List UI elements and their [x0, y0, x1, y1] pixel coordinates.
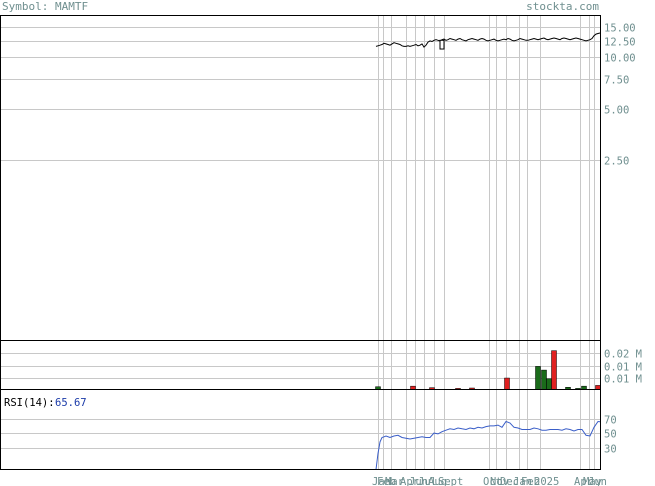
- x-tick-label: Jan: [372, 476, 391, 486]
- x-tick-label: Oct: [483, 476, 502, 486]
- x-tick-label: Mar: [385, 476, 404, 486]
- rsi-frame: [0, 389, 601, 470]
- x-tick-label: Sept: [438, 476, 463, 486]
- rsi-current-value: 65.67: [55, 397, 87, 409]
- site-name[interactable]: stockta.com: [526, 0, 599, 13]
- x-tick-label: Jan: [513, 476, 532, 486]
- rsi-tick-label: 50: [604, 429, 617, 441]
- price-tick-label: 7.50: [604, 75, 629, 87]
- x-tick-label: Jul: [418, 476, 437, 486]
- rsi-series-line: [375, 420, 601, 470]
- volume-bar: [504, 377, 510, 390]
- price-series-line: [375, 32, 601, 48]
- x-tick-label: 2025: [534, 476, 559, 486]
- price-candle: [439, 39, 445, 50]
- volume-bar: [535, 366, 541, 390]
- x-tick-label: Aug: [428, 476, 447, 486]
- volume-panel: [375, 350, 601, 390]
- price-tick-label: 10.00: [604, 53, 636, 65]
- symbol-label: Symbol: MAMTF: [2, 0, 89, 13]
- x-tick-label: Nov: [490, 476, 509, 486]
- x-tick-label: Apr: [574, 476, 593, 486]
- rsi-tick-label: 70: [604, 415, 617, 427]
- price-tick-label: 15.00: [604, 23, 636, 35]
- volume-bar: [541, 369, 547, 390]
- price-frame: [0, 15, 601, 341]
- price-tick-label: 12.50: [604, 37, 636, 49]
- x-tick-label: Feb: [377, 476, 396, 486]
- x-tick-label: May: [583, 476, 602, 486]
- price-tick-label: 5.00: [604, 105, 629, 117]
- panel-frames: [0, 15, 601, 470]
- x-tick-label: Feb: [521, 476, 540, 486]
- volume-bar: [595, 385, 601, 390]
- rsi-label: RSI(14):: [4, 397, 55, 409]
- grid-layer: [0, 15, 601, 470]
- volume-bar: [551, 350, 557, 390]
- volume-frame: [0, 340, 601, 390]
- volume-tick-label: 0.02 M: [604, 349, 642, 361]
- volume-tick-label: 0.01 M: [604, 374, 642, 386]
- x-tick-label: Apr: [400, 476, 419, 486]
- price-panel: [375, 32, 601, 50]
- volume-bar: [546, 378, 552, 390]
- volume-tick-label: 0.01 M: [604, 362, 642, 374]
- price-tick-label: 2.50: [604, 156, 629, 168]
- x-tick-label: Jun: [588, 476, 607, 486]
- x-tick-label: Dec: [500, 476, 519, 486]
- rsi-panel: RSI(14): 65.67: [4, 397, 601, 470]
- x-tick-label: Jun: [409, 476, 428, 486]
- rsi-tick-label: 30: [604, 444, 617, 456]
